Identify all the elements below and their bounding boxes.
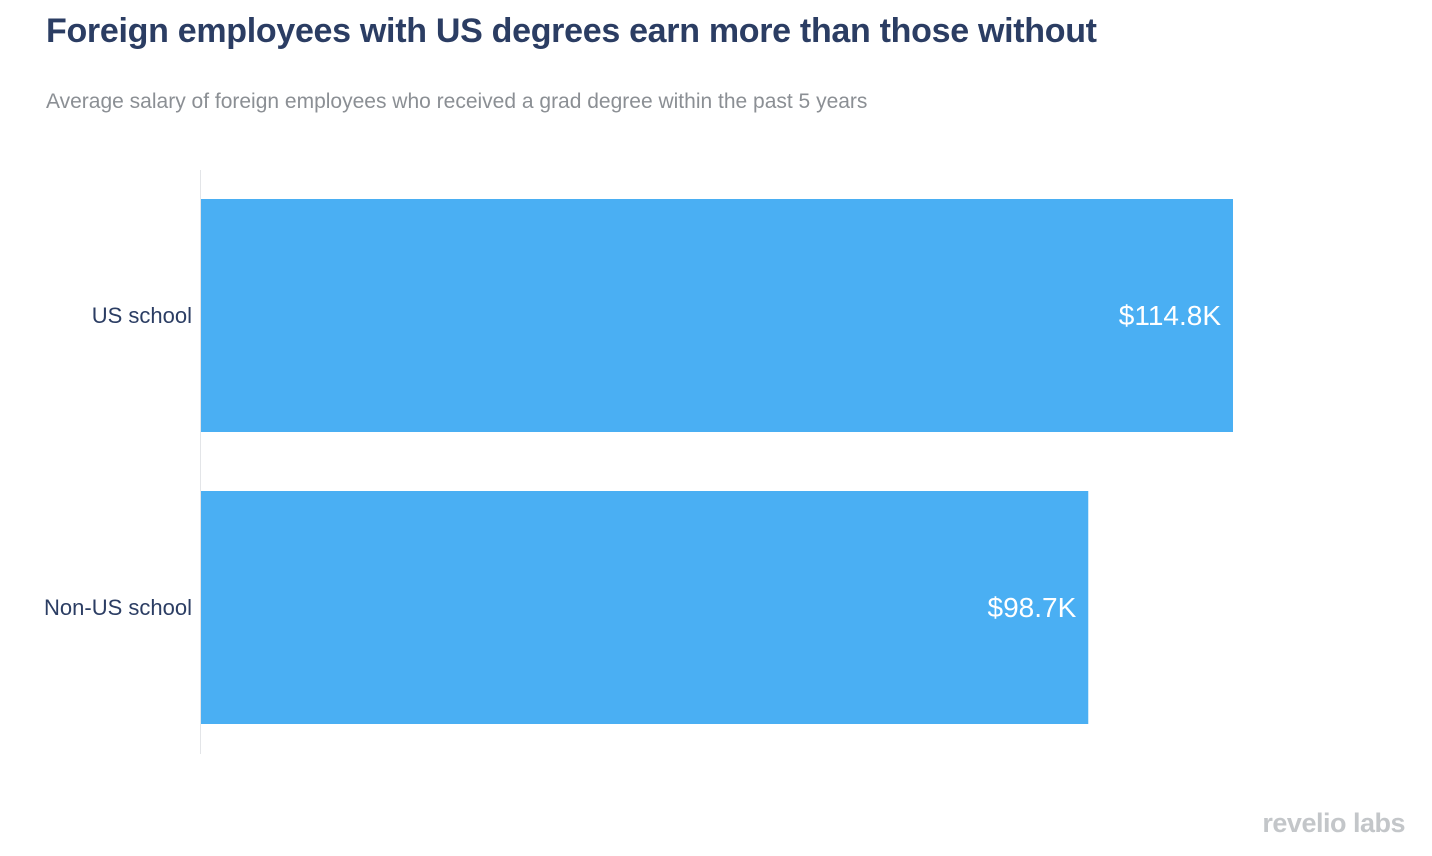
- category-label: Non-US school: [44, 595, 192, 620]
- value-label: $98.7K: [988, 592, 1077, 623]
- category-label: US school: [92, 303, 192, 328]
- bar: [201, 199, 1233, 432]
- bar: [201, 491, 1089, 724]
- chart-title: Foreign employees with US degrees earn m…: [46, 12, 1097, 50]
- chart-subtitle: Average salary of foreign employees who …: [46, 90, 868, 113]
- revelio-labs-logo: revelio labs: [1262, 808, 1405, 838]
- bars-layer: US school $114.8K Non-US school $98.7K: [44, 199, 1233, 724]
- value-label: $114.8K: [1119, 300, 1222, 331]
